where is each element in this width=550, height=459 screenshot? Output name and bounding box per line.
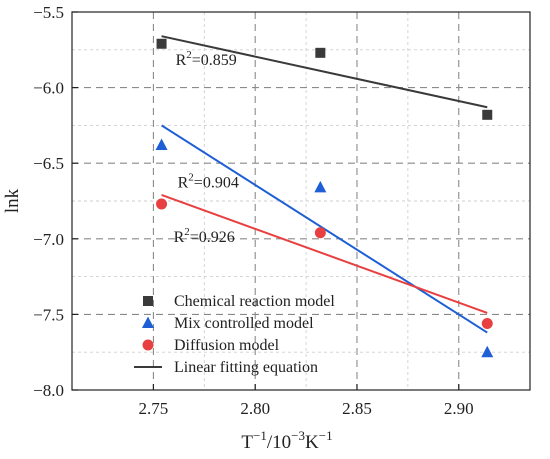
x-axis-title-sup2: −3 <box>291 428 305 443</box>
data-points-layer <box>155 38 494 358</box>
plot-frame <box>71 11 531 391</box>
fit-lines-layer <box>161 35 488 334</box>
r2-annotation: R2=0.904 <box>178 171 239 191</box>
x-axis-title-mid: /10 <box>267 432 291 453</box>
fit-line-circle <box>161 194 488 314</box>
y-axis-title: lnk <box>2 188 23 213</box>
legend-symbol-triangle <box>142 316 154 328</box>
grid-layer <box>72 11 530 391</box>
x-tick-label: 2.85 <box>342 399 372 418</box>
fit-line-square <box>161 35 488 109</box>
legend: Chemical reaction model Mix controlled mo… <box>134 293 335 376</box>
data-point-circle <box>314 227 326 239</box>
legend-label: Diffusion model <box>174 337 280 354</box>
data-point-triangle <box>155 138 168 151</box>
legend-symbol-square <box>143 296 153 306</box>
legend-label: Chemical reaction model <box>174 293 335 310</box>
x-axis-title: T−1/10−3K−1 <box>241 428 332 453</box>
legend-label: Mix controlled model <box>174 315 314 332</box>
x-axis-title-sup3: −1 <box>319 428 333 443</box>
fit-line-triangle <box>161 124 488 334</box>
data-point-square <box>315 47 326 58</box>
x-axis-title-main: T <box>241 432 253 453</box>
y-tick-label: −6.5 <box>33 154 64 173</box>
data-point-triangle <box>481 345 494 358</box>
ticks-layer: 2.75 2.80 2.85 2.90 −8.0 −7.5 −7.0 −6.5 −6.0 −5.5 <box>33 3 473 418</box>
x-tick-label: 2.80 <box>240 399 270 418</box>
data-point-square <box>482 109 493 120</box>
x-tick-label: 2.90 <box>444 399 474 418</box>
y-tick-label: −6.0 <box>33 79 64 98</box>
x-axis-title-sup1: −1 <box>253 428 267 443</box>
y-tick-label: −7.5 <box>33 305 64 324</box>
legend-label: Linear fitting equation <box>174 359 318 376</box>
y-tick-label: −8.0 <box>33 381 64 400</box>
data-point-square <box>156 38 167 49</box>
y-tick-label: −7.0 <box>33 230 64 249</box>
x-axis-title-unit: K <box>305 432 319 453</box>
data-point-circle <box>481 317 493 329</box>
x-tick-label: 2.75 <box>139 399 169 418</box>
legend-symbol-circle <box>142 339 154 351</box>
data-point-triangle <box>314 180 327 193</box>
y-tick-label: −5.5 <box>33 3 64 22</box>
r2-annotation: R2=0.859 <box>176 49 237 69</box>
data-point-circle <box>156 198 168 210</box>
r2-annotation: R2=0.926 <box>174 226 235 246</box>
r2-annotations-layer: R2=0.859 R2=0.904 R2=0.926 <box>174 49 239 246</box>
